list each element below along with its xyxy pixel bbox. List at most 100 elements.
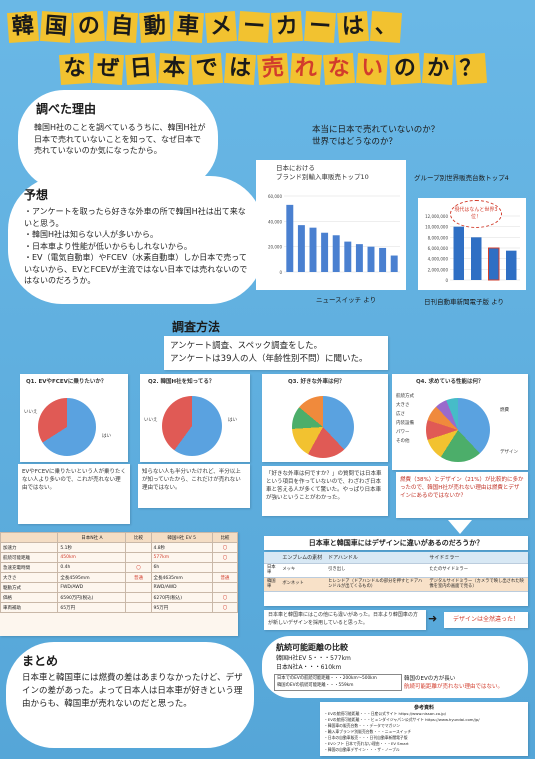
title-tile: な [58, 52, 92, 86]
range-line-1: 韓国H社EV 5・・・577km [276, 655, 351, 662]
table-cell: 大きさ [0, 572, 59, 583]
table-cell: 〇 [211, 552, 239, 563]
reference-item: ・韓国車の販売台数・・・データでマガジン [324, 723, 400, 728]
table-cell: 〇 [211, 602, 239, 613]
q4-note: 燃費（38%）とデザイン（21%）が比較的に多かったので、韓国H社が売れない理由… [400, 477, 524, 499]
y-tick-label: 8,000,000 [428, 235, 449, 240]
title-tile: ー [237, 10, 271, 44]
arrow-right-icon: ➜ [428, 612, 438, 625]
q1-title: Q1. EVやFCEVに乗りたいか？ [26, 379, 107, 385]
title-tile: 車 [171, 10, 205, 44]
design-conclusion: 日本車と韓国車にはこの他にも違いがあった。日本より韓国車の方が新しいデザインを採… [268, 612, 418, 626]
table-row: 車両補助 65万円 95万円〇 [0, 602, 239, 613]
range-result-1: 韓国のEVの方が長い [404, 676, 456, 682]
table-row: 駆動方式 FWD/AWD RWD/AWD [0, 582, 239, 593]
q1-pie [38, 398, 96, 456]
title-tile: い [355, 52, 389, 86]
range-row-2: 韓国のEVの航続可能距離・・・559km [277, 682, 354, 688]
q3-panel: Q3. 好きな外車は何？ [262, 374, 388, 462]
y-tick-label: 20,000 [268, 245, 282, 250]
title-tile: 日 [124, 52, 158, 86]
range-row-1: 日本でのEVの航続可能距離・・・200km〜500km [277, 676, 377, 681]
hypothesis-item: ・EV（電気自動車）やFCEV（水素自動車）しか日本で売っていないから、EVとF… [24, 253, 248, 285]
hypothesis-cloud: 予想 ・アンケートを取ったら好きな外車の所で韓国H社は出て来ないと思う。 ・韓国H… [8, 176, 264, 304]
table-row: 価格 6590万円(税込) 6270円(税込) 〇 [0, 592, 239, 603]
chart-bar [321, 232, 329, 272]
table-cell [211, 582, 239, 593]
y-tick-label: 2,000,000 [428, 267, 449, 272]
question-line-1: 本当に日本で売れていないのか？ [312, 125, 440, 135]
y-tick-label: 0 [445, 278, 448, 283]
table-row: 急速充電時間 0.4h 〇 6h [0, 562, 239, 573]
range-box: 日本でのEVの航続可能距離・・・200km〜500km 韓国のEVの航続可能距離… [274, 674, 402, 691]
summary-body: 日本車と韓国車には燃費の差はあまりなかったけど、デザインの差があった。よって日本… [22, 673, 243, 709]
question-line-2: 世界ではどうなのか？ [312, 137, 398, 147]
references-list: ・EVの航続可能距離・・・日産公式サイト https://www.nissan.… [324, 711, 524, 753]
table-cell: 加速力 [0, 542, 59, 553]
chart-bar [367, 246, 375, 272]
spec-header: 日本N社 A [57, 532, 127, 543]
design-header: ドアハンドル [325, 552, 427, 564]
table-cell: 日本車 [264, 563, 280, 578]
q4-labels: 航続方式 大きさ 広さ 内装設備 パワー その他 燃費 デザイン [396, 394, 526, 466]
title-tile: カ [270, 10, 304, 44]
q4-label: 燃費 [500, 408, 509, 413]
chart-left-plot: 60,000 40,000 20,000 0 [268, 194, 400, 275]
table-cell: 〇 [211, 542, 239, 553]
table-cell: たたのサイドミラー [426, 563, 528, 578]
table-cell: ボンネット [279, 577, 326, 592]
table-cell: 航続可能距離 [0, 552, 59, 563]
hypothesis-item: ・韓国H社は知らない人が多いから。 [24, 230, 159, 239]
chart-import-brands: 日本における ブランド別輸入車販売トップ10 60,000 40,000 20,00… [256, 160, 406, 290]
chart-right-source: 日刊自動車新聞電子版 より [424, 298, 504, 306]
reference-item: ・韓国の自動車デザイン・・・ザ・ノーブル [324, 747, 400, 752]
table-cell: 韓国車 [264, 577, 280, 592]
q1-no-label: いいえ [24, 410, 38, 415]
design-table: エンブレムの素材 ドアハンドル サイドミラー 日本車 メッキ 引き出し たたのサイドミラー韓… [264, 552, 528, 592]
reference-item: ・EVの航続可能距離・・・日産公式サイト https://www.nissan.… [324, 711, 446, 716]
table-cell: 〇 [211, 592, 239, 603]
title-tile: か [421, 52, 455, 86]
chart-left-source: ニュースイッチ より [316, 296, 377, 304]
reference-item: ・EVシフト 日本で売れない理由・・・EV Smart [324, 741, 409, 746]
table-cell: 駆動方式 [0, 582, 59, 593]
chart-left-caption: 日本における ブランド別輸入車販売トップ10 [276, 164, 369, 181]
table-cell: デジタルサイドミラー（カメラで映し出された映像を室内の画面で見る） [426, 577, 528, 592]
hypothesis-heading: 予想 [24, 188, 49, 202]
reference-item: ・日本の自動車販売・・・日刊自動車新聞電子版 [324, 735, 408, 740]
table-cell: 全長4635mm [150, 572, 213, 583]
q3-title: Q3. 好きな外車は何？ [288, 379, 345, 385]
title-tile: 売 [256, 52, 290, 86]
q1-note: EVやFCEVに乗りたいという人が乗りたくない人より多いので、これが売れない理由… [22, 469, 126, 491]
table-cell: 4.8秒 [150, 542, 213, 553]
table-cell: RWD/AWD [150, 582, 213, 593]
table-cell: FWD/AWD [57, 582, 127, 593]
q4-label: 内装設備 [396, 421, 414, 426]
title-tile: で [190, 52, 224, 86]
design-table-panel: エンブレムの素材 ドアハンドル サイドミラー 日本車 メッキ 引き出し たたのサイドミラー韓… [264, 552, 528, 606]
table-cell [125, 552, 152, 563]
design-question: 日本車と韓国車にはデザインに違いがあるのだろうか？ [264, 536, 528, 550]
references-box: 参考資料 ・EVの航続可能距離・・・日産公式サイト https://www.ni… [320, 702, 528, 756]
title-tile: の [72, 10, 106, 44]
design-header: サイドミラー [426, 552, 528, 564]
method-line-1: アンケート調査、スペック調査をした。 [170, 341, 323, 351]
table-cell: 引き出し [325, 563, 427, 578]
title-tile: 、 [369, 10, 403, 44]
hypothesis-item: ・日本車より性能が低いからもしれないから。 [24, 241, 192, 251]
chart-bar [471, 237, 482, 280]
table-cell: 6h [150, 562, 213, 573]
q3-pie [292, 396, 354, 458]
y-tick-label: 40,000 [268, 219, 282, 224]
reference-item: ・輸入車ブランド別販売台数・・・ニュースイッチ [324, 729, 412, 734]
q3-note-box: 「好きな外車は何ですか？」の質問では日本車という項目を作っていないので、わざわざ… [262, 466, 388, 516]
spec-header [0, 532, 59, 543]
range-results: 韓国のEVの方が長い 航続可能距離が売れない理由ではない。 [404, 675, 503, 691]
table-row: 日本車 メッキ 引き出し たたのサイドミラー [264, 563, 528, 578]
chart-bar [344, 241, 352, 272]
table-cell: 450km [57, 552, 127, 563]
table-cell: ヒレンドア（ドアハンドルの部分を押すとドアハンドルが出てくるもの） [325, 577, 427, 592]
design-header: エンブレムの素材 [279, 552, 326, 564]
q2-note-box: 知らない人も半分いたけれど、半分以上が知っていたから、これだけが売れない理由では… [138, 464, 250, 508]
q1-yes-label: はい [102, 434, 111, 439]
